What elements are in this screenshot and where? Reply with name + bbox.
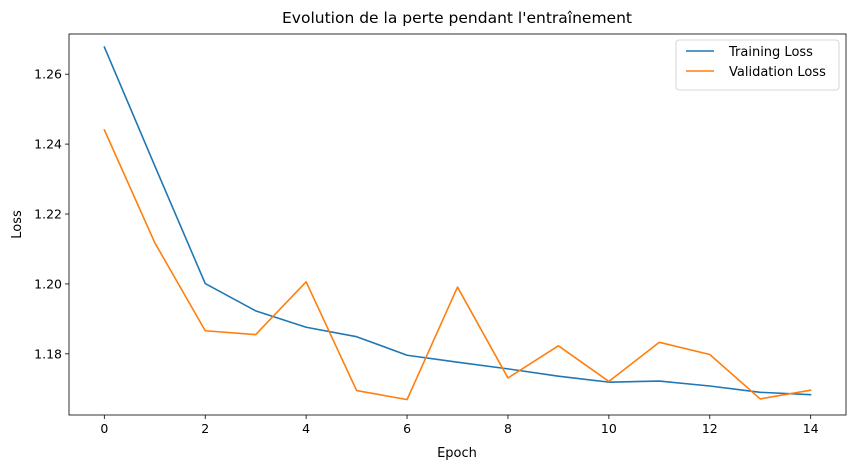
y-tick-label: 1.18 [34,346,62,361]
series-line-validation-loss [103,128,812,401]
y-tick-label: 1.22 [34,207,62,222]
y-axis-label: Loss [10,210,25,239]
x-tick-label: 10 [601,421,617,436]
legend-label-validation: Validation Loss [729,65,826,80]
y-tick-label: 1.24 [34,137,62,152]
chart-title: Evolution de la perte pendant l'entraîne… [282,9,632,27]
legend: Training Loss Validation Loss [675,39,840,91]
plot-frame [68,33,847,416]
x-tick-label: 12 [702,421,718,436]
series-line-training-loss [103,46,812,396]
x-axis-label: Epoch [437,446,477,461]
legend-label-training: Training Loss [728,45,813,60]
legend-box [675,39,840,91]
x-tick-label: 2 [201,421,209,436]
x-tick-label: 0 [100,421,108,436]
x-tick-label: 14 [803,421,819,436]
x-tick-label: 4 [302,421,310,436]
x-tick-label: 8 [504,421,512,436]
y-tick-label: 1.26 [34,67,62,82]
y-tick-label: 1.20 [34,276,62,291]
x-tick-label: 6 [403,421,411,436]
